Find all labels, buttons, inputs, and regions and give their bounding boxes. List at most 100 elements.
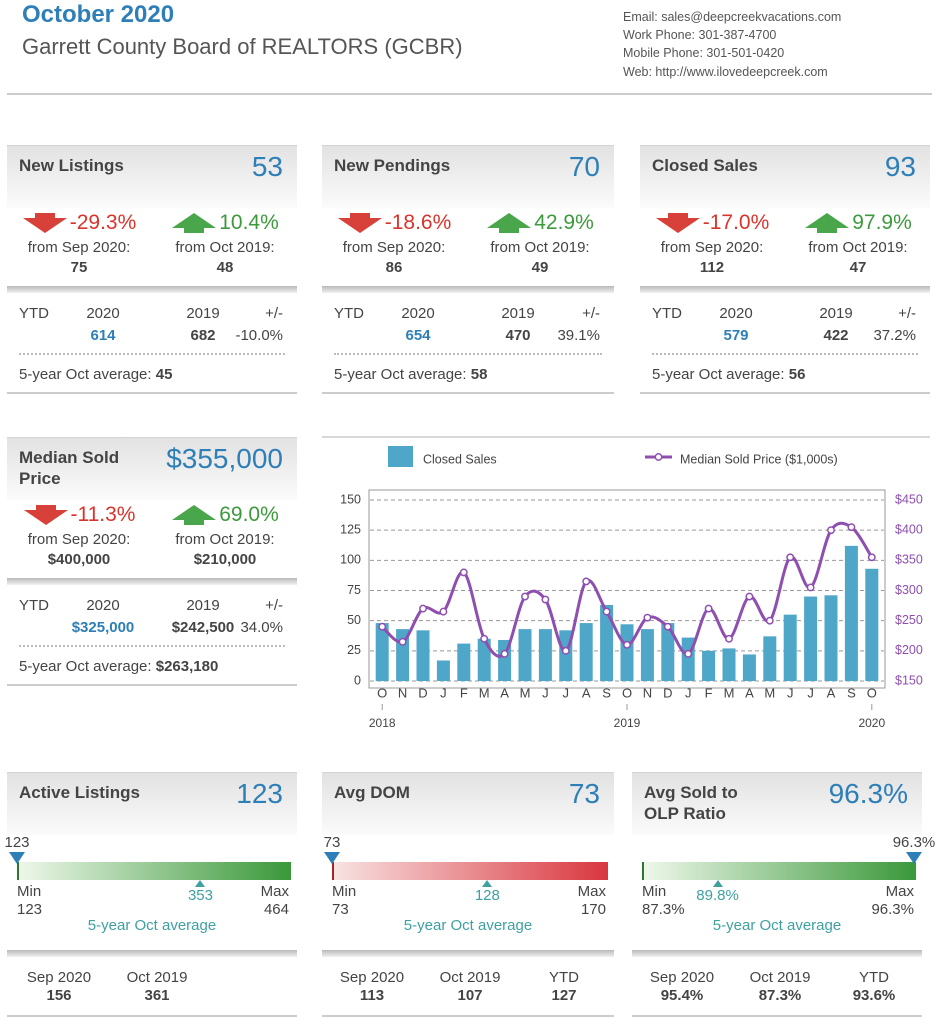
stat-label: Sep 2020 bbox=[339, 969, 405, 986]
report-title: October 2020 bbox=[22, 1, 175, 28]
dotted-rule bbox=[652, 353, 918, 355]
stat-value: 95.4% bbox=[660, 987, 704, 1004]
up-arrow bbox=[172, 213, 217, 233]
stat-value: 361 bbox=[144, 987, 170, 1004]
max-value: 464 bbox=[263, 901, 289, 918]
year-label: 2020 bbox=[858, 716, 885, 730]
card-value: 53 bbox=[251, 151, 283, 182]
line-point bbox=[765, 616, 774, 625]
arrow-shape bbox=[172, 213, 217, 233]
down-arrow bbox=[655, 213, 700, 233]
ytd-value: 654 bbox=[405, 327, 431, 344]
arrow-shape bbox=[172, 505, 217, 525]
line-point bbox=[561, 646, 570, 655]
change-base: 49 bbox=[531, 259, 549, 276]
stat-card: New Pendings 70 -18.6% from Sep 2020: 86 42.9… bbox=[322, 145, 614, 395]
max-label: Max bbox=[885, 883, 914, 900]
year-label: 2018 bbox=[369, 716, 396, 730]
change-base: 112 bbox=[699, 259, 725, 276]
line-point bbox=[582, 577, 591, 586]
ytd-header: +/- bbox=[265, 597, 283, 614]
y2-tick-label: $250 bbox=[895, 613, 923, 627]
change-period: from Sep 2020: bbox=[27, 239, 131, 256]
card-title: Avg DOM bbox=[334, 783, 410, 802]
bar bbox=[702, 650, 716, 681]
change-percent: -18.6% bbox=[384, 211, 452, 234]
min-label: Min bbox=[332, 883, 357, 900]
bar bbox=[538, 629, 552, 681]
x-tick-label: A bbox=[500, 685, 509, 700]
ytd-header: 2020 bbox=[86, 305, 120, 322]
y2-tick-label: $400 bbox=[895, 522, 923, 536]
line-point bbox=[643, 613, 652, 622]
change-row: -29.3% bbox=[0, 209, 169, 237]
current-marker bbox=[9, 852, 25, 864]
card-header bbox=[640, 145, 930, 208]
average-marker bbox=[482, 880, 493, 887]
current-marker bbox=[324, 852, 340, 864]
stat-label: YTD bbox=[859, 969, 889, 986]
average-value: 353 bbox=[187, 887, 213, 904]
section-band bbox=[7, 286, 297, 293]
y-tick-label: 25 bbox=[347, 643, 361, 657]
gauge-card: Avg DOM 73 73 128 Min 73 Max 170 5-year Oct aver… bbox=[322, 772, 614, 1022]
bar bbox=[722, 648, 736, 681]
y-tick-label: 0 bbox=[354, 673, 361, 687]
change-base: $400,000 bbox=[47, 551, 111, 568]
line-point bbox=[500, 649, 509, 658]
section-band bbox=[632, 950, 922, 957]
change-period: from Oct 2019: bbox=[175, 531, 275, 548]
ytd-header: 2020 bbox=[86, 597, 120, 614]
card-header bbox=[7, 437, 297, 500]
change-base: 47 bbox=[849, 259, 867, 276]
card-value: 96.3% bbox=[828, 778, 908, 809]
x-tick-label: M bbox=[479, 685, 490, 700]
x-tick-label: D bbox=[663, 685, 672, 700]
average-caption: 5-year Oct average bbox=[712, 917, 842, 934]
min-label: Min bbox=[17, 883, 42, 900]
line-point bbox=[847, 523, 856, 532]
ytd-value: $242,500 bbox=[171, 619, 235, 636]
x-tick-label: O bbox=[867, 685, 877, 700]
line-point bbox=[725, 634, 733, 643]
ytd-header: 2019 bbox=[186, 305, 220, 322]
current-label: 73 bbox=[323, 834, 341, 851]
section-band bbox=[7, 950, 297, 957]
change-period: from Sep 2020: bbox=[27, 531, 131, 548]
line-point bbox=[786, 553, 795, 562]
max-label: Max bbox=[577, 883, 606, 900]
stat-value: 156 bbox=[46, 987, 72, 1004]
average-value: 56 bbox=[788, 366, 806, 383]
ytd-header: +/- bbox=[898, 305, 916, 322]
x-tick-label: M bbox=[764, 685, 775, 700]
card-value: 73 bbox=[568, 778, 600, 809]
stat-label: Oct 2019 bbox=[749, 969, 811, 986]
card-bottom-rule bbox=[7, 1015, 297, 1017]
change-base: 86 bbox=[385, 259, 403, 276]
bar bbox=[620, 624, 634, 681]
line-point bbox=[521, 592, 529, 601]
average-marker bbox=[712, 880, 723, 887]
line-point bbox=[684, 649, 693, 658]
arrow-shape bbox=[337, 213, 382, 233]
card-bottom-rule bbox=[640, 392, 930, 394]
bar bbox=[824, 595, 838, 681]
average-row: 5-year Oct average: $263,180 bbox=[19, 658, 218, 675]
arrow-shape bbox=[487, 213, 532, 233]
y2-tick-label: $300 bbox=[895, 583, 923, 597]
x-tick-label: O bbox=[377, 685, 387, 700]
max-value: 96.3% bbox=[871, 901, 914, 918]
contact: Email: sales@deepcreekvacations.com bbox=[623, 10, 842, 24]
line-point bbox=[398, 637, 407, 646]
min-value: 87.3% bbox=[642, 901, 685, 918]
stat-value: 87.3% bbox=[758, 987, 802, 1004]
year-label: 2019 bbox=[614, 716, 641, 730]
x-tick-label: J bbox=[542, 685, 549, 700]
y2-tick-label: $350 bbox=[895, 553, 923, 567]
x-tick-label: M bbox=[724, 685, 735, 700]
gauge-bar bbox=[332, 862, 608, 880]
stat-card: Median Sold Price $355,000 -11.3% from Sep … bbox=[7, 437, 297, 687]
y-tick-label: 100 bbox=[340, 553, 361, 567]
stat-label: Oct 2019 bbox=[126, 969, 188, 986]
